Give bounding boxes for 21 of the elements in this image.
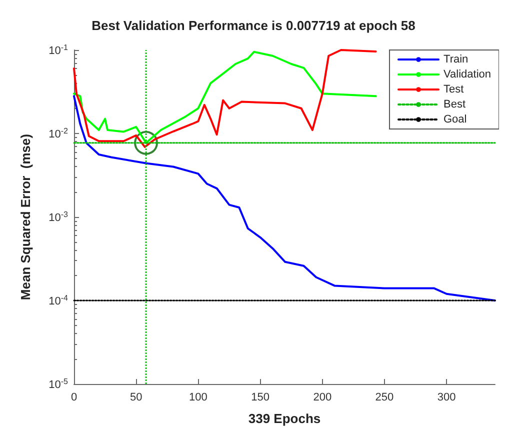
line-series [73,95,496,302]
y-tick-label: 10$^{-3}$ [48,210,69,224]
legend-label: Best [444,98,466,110]
x-tick-label: 50 [130,392,142,404]
y-tick-label: 10$^{-2}$ [48,126,69,140]
y-tick-label: 10$^{-4}$ [48,293,69,308]
legend-label: Validation [444,68,492,80]
x-tick-label: 150 [251,392,270,404]
x-tick-label: 100 [189,392,208,404]
y-axis-title: Mean Squared Error (mse) [18,134,33,300]
y-tick-label: 10$^{-5}$ [48,376,69,391]
chart-title: Best Validation Performance is 0.007719 at epoch 58 [92,18,416,33]
legend-label: Goal [444,114,467,126]
x-axis-title: 339 Epochs [248,411,321,426]
x-tick-label: 0 [70,392,78,404]
x-tick-label: 300 [437,392,456,404]
legend-label: Train [444,54,468,66]
y-tick-label: 10$^{-1}$ [48,42,69,57]
legend-label: Test [444,84,464,96]
x-tick-label: 250 [375,392,394,404]
x-tick-label: 200 [313,392,332,404]
